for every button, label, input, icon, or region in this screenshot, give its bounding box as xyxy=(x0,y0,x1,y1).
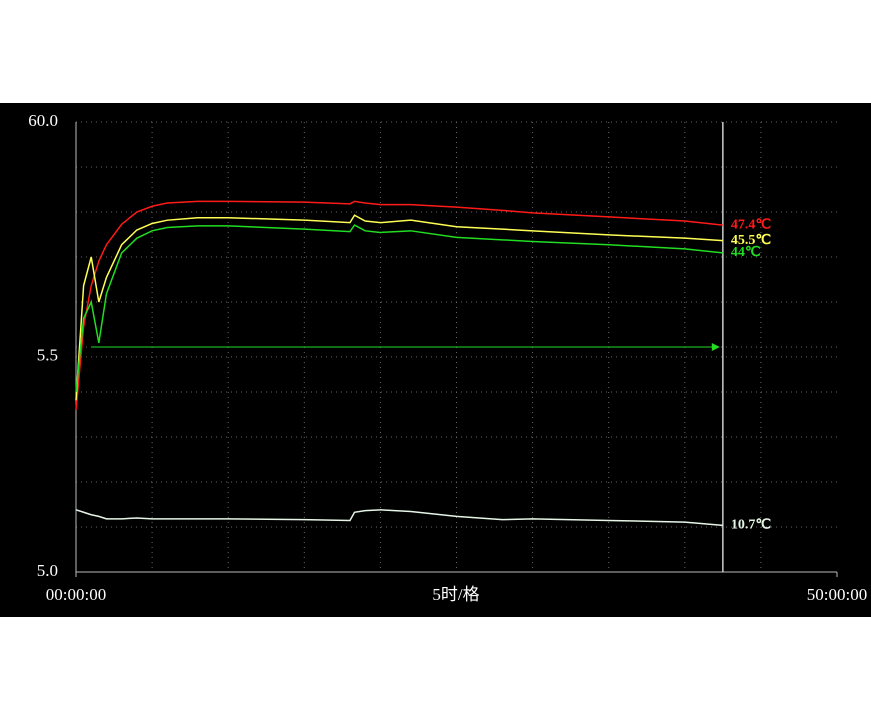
y-tick-label: 5.5 xyxy=(37,346,58,365)
background xyxy=(0,103,871,617)
end-label: 10.7℃ xyxy=(731,518,772,533)
series-line xyxy=(75,200,723,411)
end-label: 47.4℃ xyxy=(731,217,772,232)
end-label: 45.5℃ xyxy=(731,233,772,248)
x-tick-label: 00:00:00 xyxy=(46,585,106,604)
arrow-head xyxy=(711,343,720,351)
series-line xyxy=(75,509,723,527)
series-line xyxy=(75,214,723,401)
y-tick-label: 5.0 xyxy=(37,561,58,580)
series-line xyxy=(75,224,723,393)
x-tick-label: 50:00:00 xyxy=(807,585,867,604)
end-label: 44℃ xyxy=(731,245,761,260)
x-axis-label: 5时/格 xyxy=(432,585,479,604)
y-tick-label: 60.0 xyxy=(28,111,58,130)
